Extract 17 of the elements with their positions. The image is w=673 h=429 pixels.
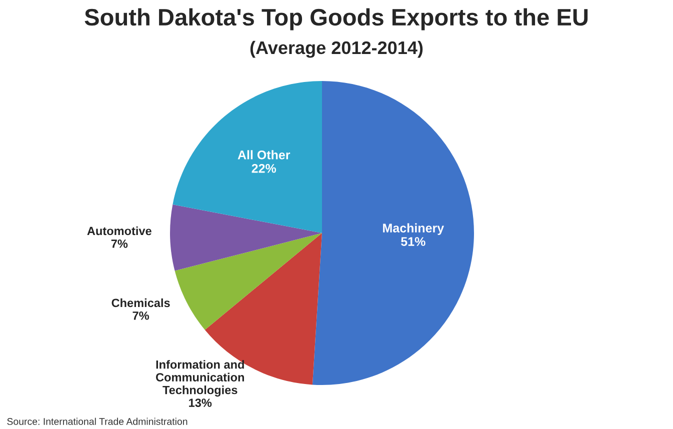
- data-label: 7%: [132, 311, 150, 320]
- slice-label: Information and Communication Technologies: [156, 360, 244, 397]
- data-label: 13%: [189, 398, 212, 407]
- slice-label: Machinery: [383, 223, 444, 235]
- source-note: Source: International Trade Administration: [7, 418, 188, 425]
- data-label: 7%: [111, 240, 128, 248]
- chart-subtitle: (Average 2012-2014): [250, 40, 423, 58]
- data-label: 22%: [252, 164, 276, 173]
- pie-slice: [172, 81, 322, 233]
- chart-title: South Dakota's Top Goods Exports to the EU: [84, 8, 588, 30]
- pie-slice: [170, 204, 322, 271]
- pie-slice: [312, 81, 474, 385]
- data-label: 51%: [401, 237, 426, 246]
- slice-label: All Other: [238, 150, 290, 160]
- pie-slice: [174, 233, 322, 330]
- slice-label: Chemicals: [112, 298, 170, 308]
- slice-label: Automotive: [87, 226, 152, 236]
